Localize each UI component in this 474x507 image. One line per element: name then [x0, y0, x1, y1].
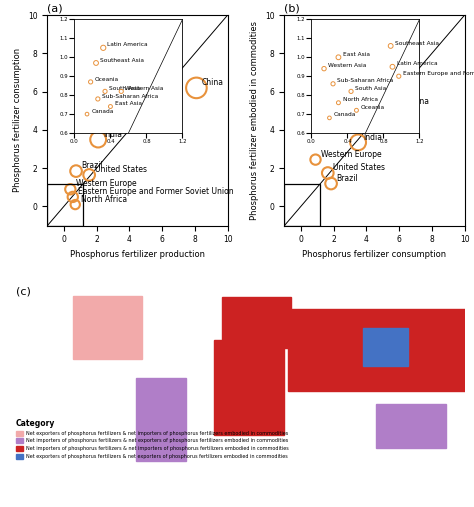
- Text: China: China: [408, 97, 430, 106]
- Point: [66, 185, 74, 193]
- Bar: [284, 184, 320, 226]
- Bar: [364, 328, 408, 366]
- Point: [354, 138, 362, 147]
- Point: [72, 167, 80, 175]
- Bar: [47, 184, 83, 226]
- Text: Western Europe: Western Europe: [76, 179, 137, 189]
- Bar: [16, 439, 23, 444]
- Bar: [222, 298, 292, 348]
- Bar: [73, 296, 142, 359]
- Point: [85, 171, 93, 179]
- X-axis label: Phosphorus fertilizer production: Phosphorus fertilizer production: [70, 250, 205, 259]
- Text: China: China: [202, 78, 224, 87]
- X-axis label: Phosphorus fertilizer consumption: Phosphorus fertilizer consumption: [302, 250, 447, 259]
- Point: [94, 135, 102, 143]
- Bar: [376, 404, 446, 448]
- Bar: [136, 378, 186, 460]
- Text: (c): (c): [16, 286, 31, 296]
- Text: Brazil: Brazil: [337, 174, 358, 183]
- Point: [69, 193, 77, 201]
- Bar: [214, 340, 284, 435]
- Text: Net exporters of phosphorus fertilizers & net importers of phosphorus fertilizer: Net exporters of phosphorus fertilizers …: [26, 431, 288, 436]
- Text: (b): (b): [284, 3, 300, 13]
- Text: North Africa: North Africa: [81, 195, 127, 204]
- Text: (a): (a): [47, 3, 63, 13]
- Y-axis label: Phosphorus fertilizer embodied in commodities: Phosphorus fertilizer embodied in commod…: [250, 21, 259, 220]
- Text: Net exporters of phosphorus fertilizers & net exporters of phosphorus fertilizer: Net exporters of phosphorus fertilizers …: [26, 454, 288, 458]
- Text: India: India: [364, 133, 383, 141]
- Bar: [16, 454, 23, 459]
- Point: [192, 84, 200, 92]
- Point: [324, 169, 332, 177]
- Bar: [16, 446, 23, 451]
- Point: [399, 103, 406, 111]
- Bar: [288, 309, 465, 391]
- Point: [327, 179, 335, 188]
- Text: Eastern Europe and Former Soviet Union: Eastern Europe and Former Soviet Union: [78, 187, 234, 196]
- Point: [72, 200, 79, 208]
- Text: Western Europe: Western Europe: [321, 150, 382, 159]
- Text: United States: United States: [95, 165, 147, 174]
- Text: Net importers of phosphorus fertilizers & net exporters of phosphorus fertilizer: Net importers of phosphorus fertilizers …: [26, 439, 288, 444]
- Text: Net importers of phosphorus fertilizers & net importers of phosphorus fertilizer: Net importers of phosphorus fertilizers …: [26, 446, 289, 451]
- Bar: [16, 431, 23, 436]
- Text: United States: United States: [333, 163, 385, 172]
- Text: Brazil: Brazil: [82, 161, 103, 170]
- Y-axis label: Phosphorus fertilizer consumption: Phosphorus fertilizer consumption: [13, 48, 22, 193]
- Text: India: India: [104, 130, 123, 139]
- Text: Category: Category: [16, 419, 55, 428]
- Point: [312, 156, 319, 164]
